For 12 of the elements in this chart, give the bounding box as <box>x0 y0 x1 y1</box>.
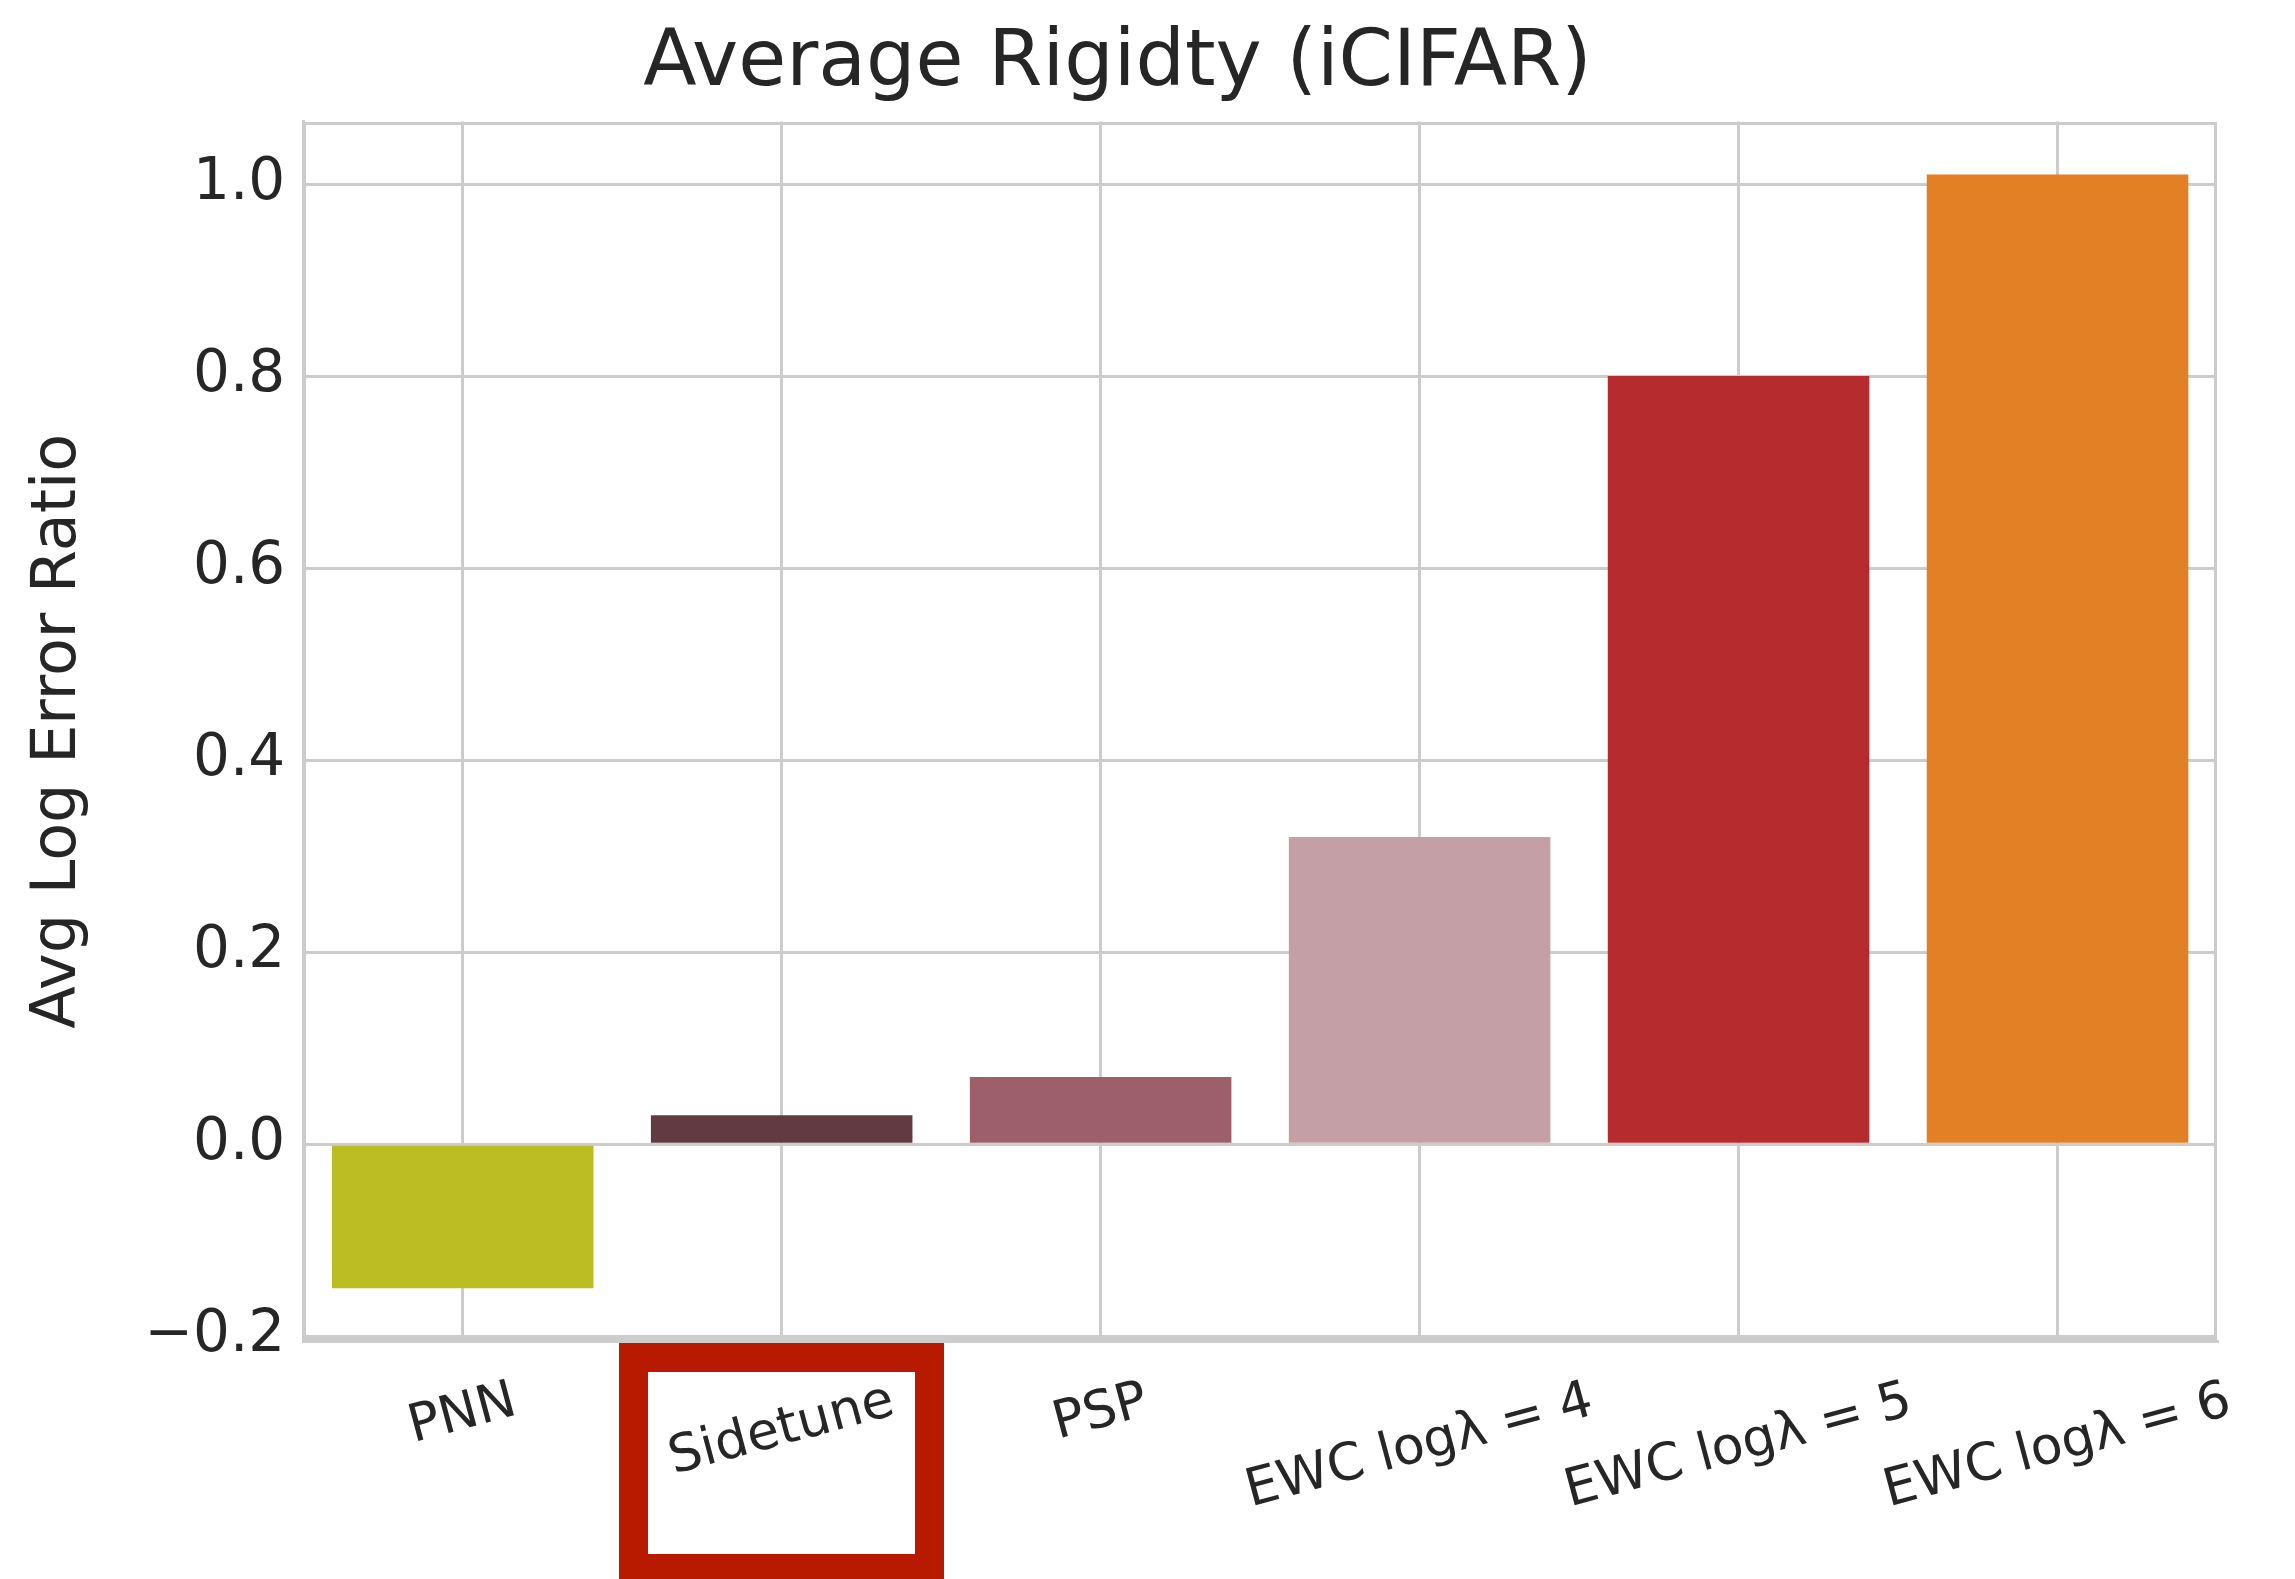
chart-title: Average Rigidty (iCIFAR) <box>643 13 1592 104</box>
y-tick-label: 0.8 <box>192 337 286 406</box>
y-tick-label: −0.2 <box>144 1297 286 1366</box>
x-tick-label: Sidetune <box>661 1367 900 1486</box>
y-tick-label: 0.0 <box>192 1105 286 1174</box>
y-tick-label: 0.4 <box>192 721 286 790</box>
y-tick-label: 0.6 <box>192 529 286 598</box>
y-tick-label: 0.2 <box>192 913 286 982</box>
x-tick-label: PNN <box>401 1367 523 1454</box>
y-axis-title: Avg Log Error Ratio <box>17 433 91 1029</box>
y-tick-label: 1.0 <box>192 145 286 214</box>
x-tick-label: PSP <box>1045 1367 1154 1451</box>
